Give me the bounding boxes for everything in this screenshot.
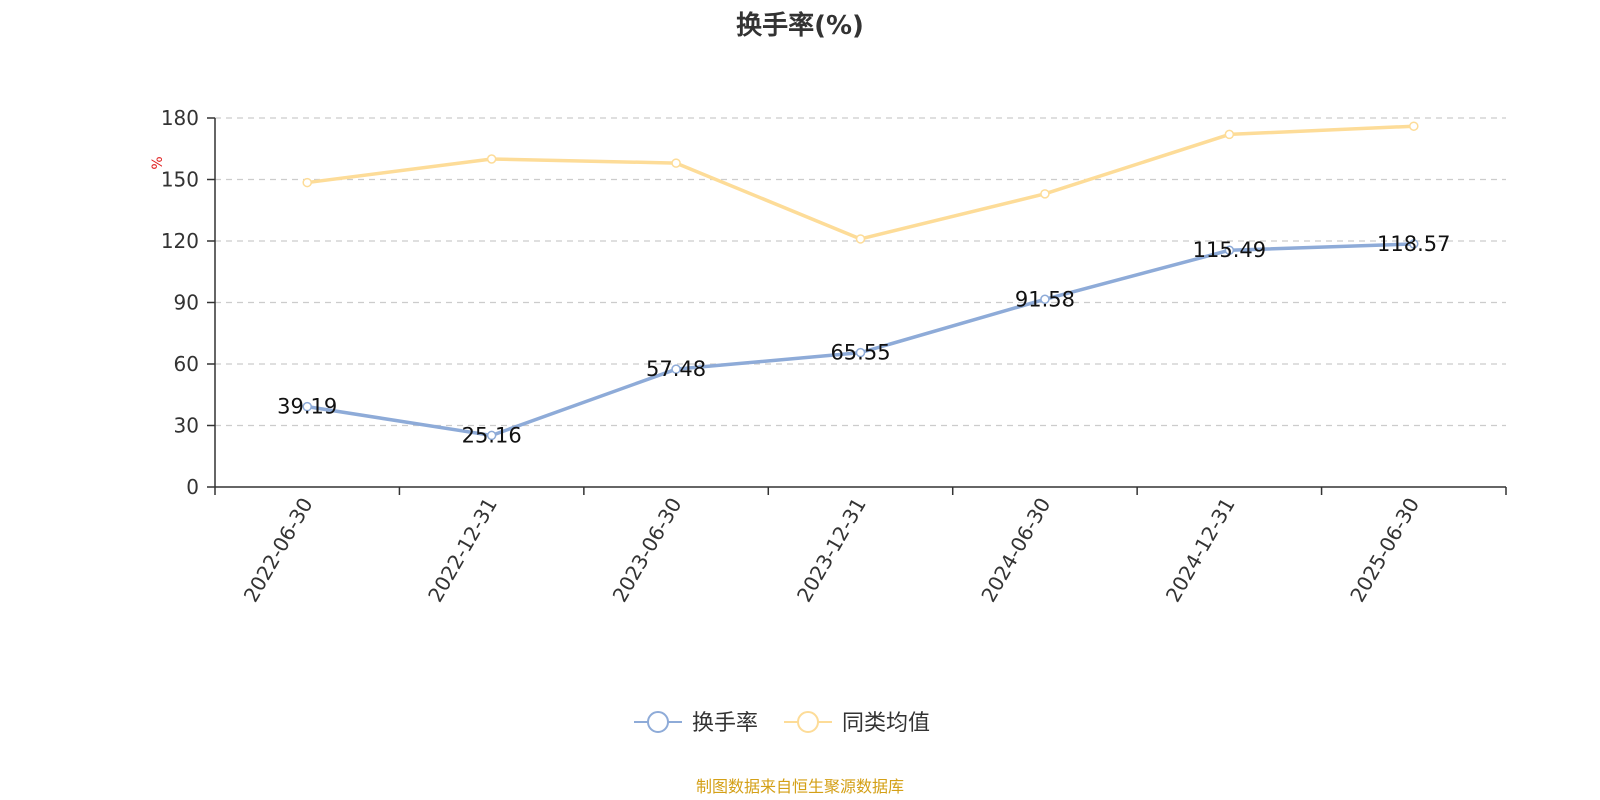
y-tick-label: 60 xyxy=(174,352,199,376)
data-point xyxy=(486,430,497,441)
data-label: 115.49 xyxy=(1193,238,1266,262)
data-point xyxy=(855,347,866,358)
data-point xyxy=(302,177,312,188)
legend: 换手率 同类均值 xyxy=(634,711,930,736)
y-tick-label: 180 xyxy=(161,106,199,130)
data-point xyxy=(486,154,497,164)
x-tick-label: 2024-12-31 xyxy=(1161,494,1240,607)
y-tick-label: 120 xyxy=(161,229,199,253)
data-label: 118.57 xyxy=(1377,232,1450,256)
data-label: 65.55 xyxy=(830,341,890,365)
series-lines xyxy=(302,121,1419,441)
data-label: 91.58 xyxy=(1015,287,1075,311)
y-tick-label: 90 xyxy=(174,291,199,315)
series-line xyxy=(306,124,1414,241)
legend-item-turnover: 换手率 xyxy=(634,711,758,736)
data-point xyxy=(1224,129,1235,140)
x-tick-label: 2025-06-30 xyxy=(1345,494,1424,607)
y-tick-label: 0 xyxy=(186,475,199,499)
data-point xyxy=(671,158,681,168)
source-note: 制图数据来自恒生聚源数据库 xyxy=(696,777,904,796)
data-labels: 39.19 25.16 57.48 65.55 91.58 115.49 118.57 xyxy=(277,232,1450,447)
series-peer-average xyxy=(302,121,1419,244)
legend-item-peer-average: 同类均值 xyxy=(784,711,930,736)
gridlines xyxy=(215,117,1506,427)
legend-label: 换手率 xyxy=(692,711,758,736)
data-label: 25.16 xyxy=(462,423,522,447)
y-tick-label: 150 xyxy=(161,168,199,192)
chart-title: 换手率(%) xyxy=(736,10,864,41)
data-point xyxy=(302,401,312,412)
data-point xyxy=(1409,239,1419,249)
x-tick-label: 2022-06-30 xyxy=(239,494,318,607)
legend-label: 同类均值 xyxy=(842,711,930,736)
data-label: 57.48 xyxy=(646,357,706,381)
data-point xyxy=(855,234,866,244)
x-tick-label: 2023-12-31 xyxy=(792,494,871,607)
legend-marker xyxy=(647,711,669,733)
legend-marker xyxy=(797,711,819,733)
data-point xyxy=(671,364,681,374)
data-point xyxy=(1040,294,1050,305)
data-label: 39.19 xyxy=(277,395,337,419)
data-point xyxy=(1224,245,1235,255)
y-axis-unit: % xyxy=(150,156,166,169)
x-tick-label: 2022-12-31 xyxy=(423,494,502,607)
x-tick-label: 2023-06-30 xyxy=(607,494,686,607)
series-turnover xyxy=(302,239,1419,441)
data-point xyxy=(1040,189,1050,199)
data-point xyxy=(1409,121,1419,131)
x-tick-label: 2024-06-30 xyxy=(976,494,1055,607)
y-tick-label: 30 xyxy=(174,414,199,438)
